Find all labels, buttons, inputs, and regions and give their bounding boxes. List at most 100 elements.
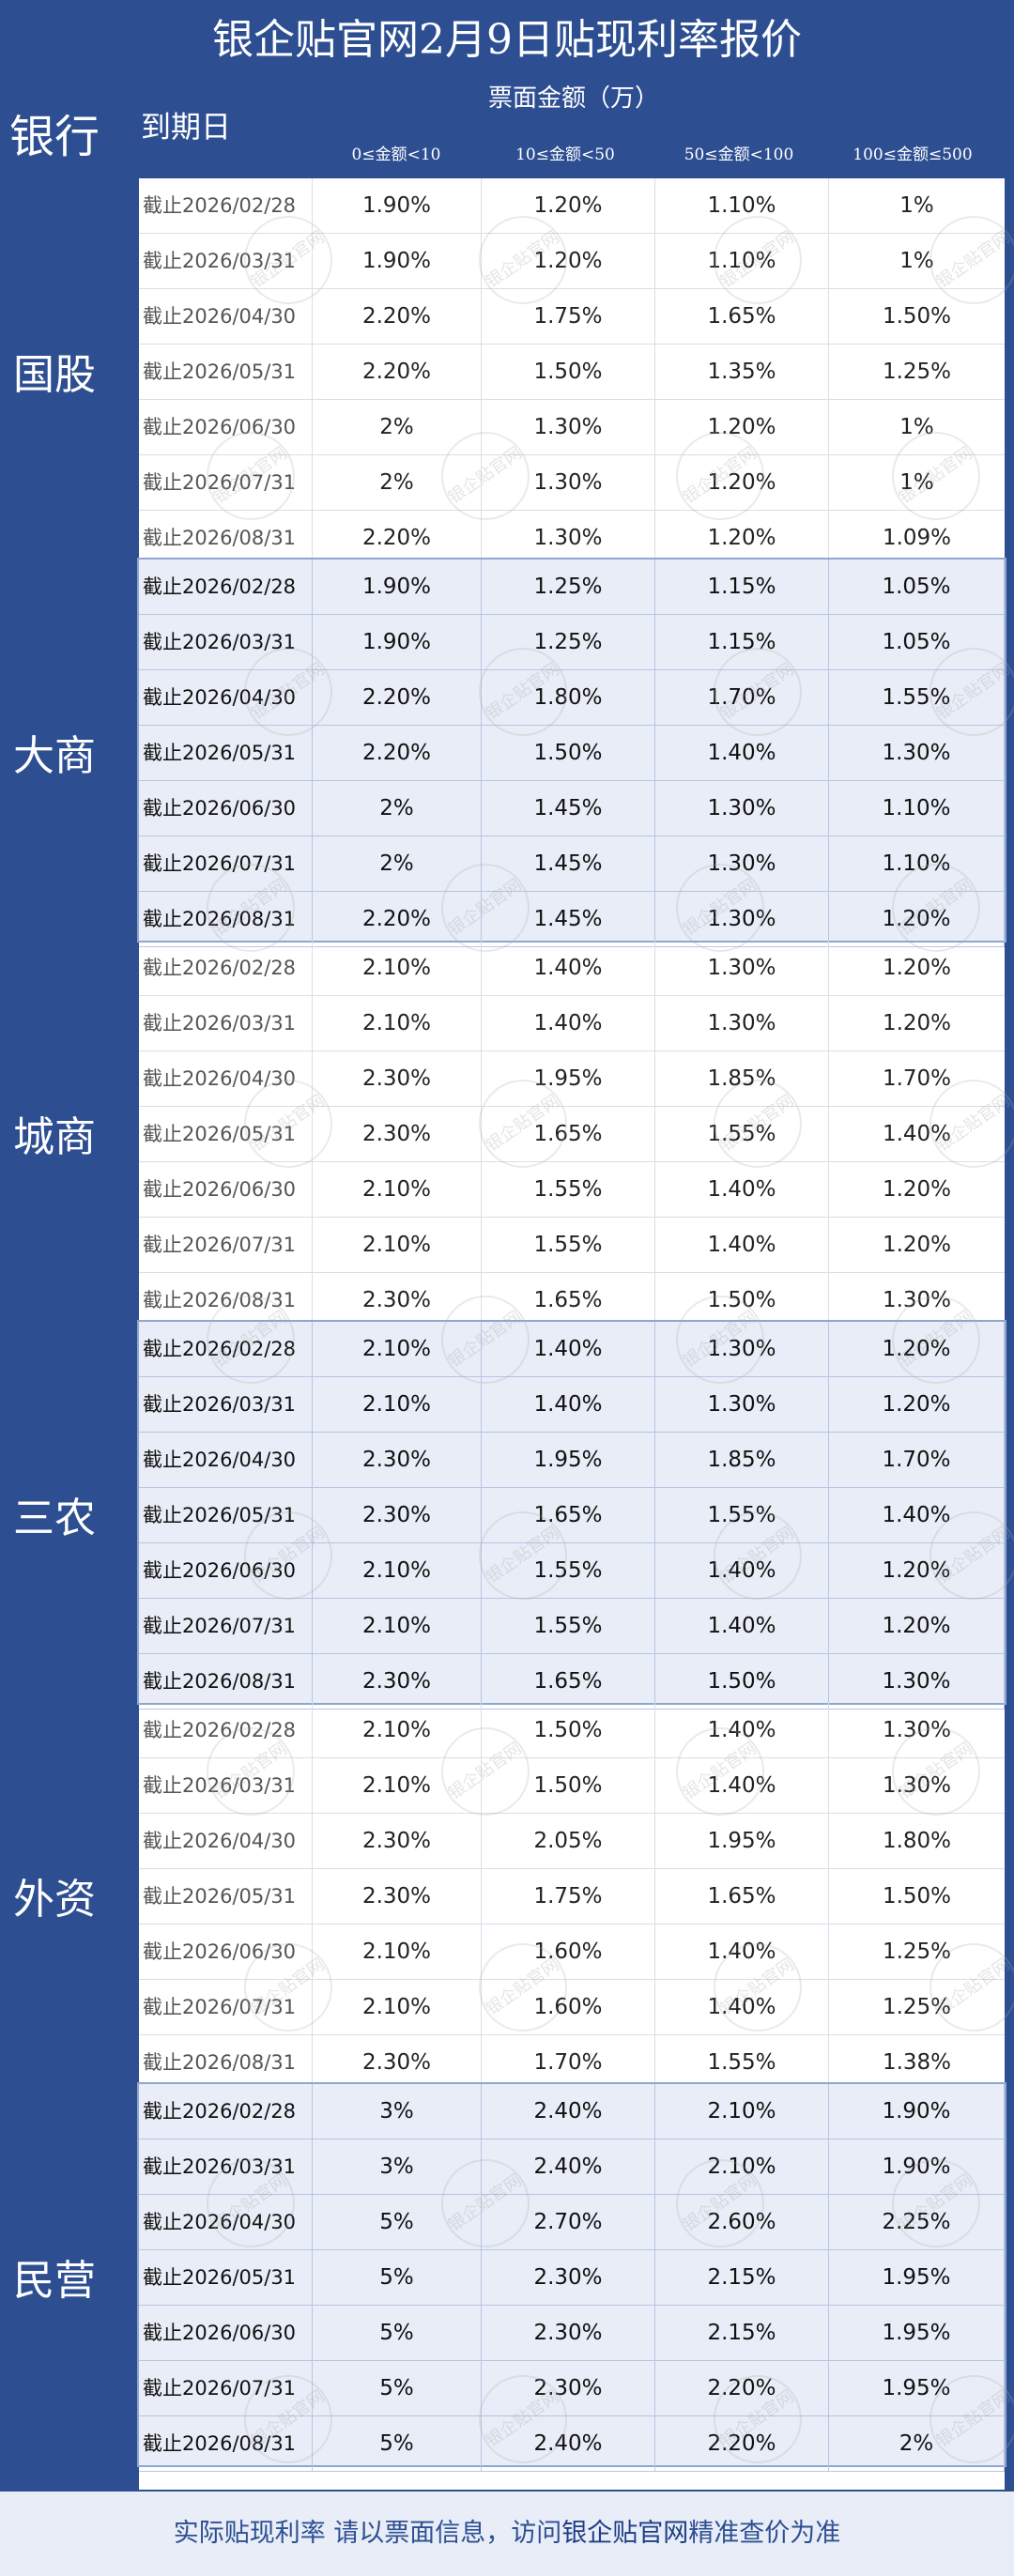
rate-cell: 1.50%	[655, 1654, 829, 1709]
rate-cell: 1.55%	[482, 1599, 655, 1653]
due-date-cell: 截止2026/07/31	[139, 455, 313, 510]
bank-group: 城商 截止2026/02/28 2.10% 1.40% 1.30% 1.20% 截止2026…	[0, 941, 1005, 1328]
rate-cell: 2.10%	[313, 1377, 482, 1432]
footer-suffix: 精准查价为准	[688, 2519, 841, 2548]
rate-cell: 5%	[313, 2195, 482, 2249]
rate-cell: 2.10%	[655, 2084, 829, 2139]
footer-brand-link[interactable]: 银企贴官网	[561, 2519, 689, 2548]
table-row: 截止2026/08/31 2.30% 1.70% 1.55% 1.38%	[139, 2035, 1005, 2091]
due-date-cell: 截止2026/03/31	[139, 1377, 313, 1432]
rate-cell: 1.20%	[655, 400, 829, 454]
due-date-cell: 截止2026/02/28	[139, 1703, 313, 1757]
rate-cell: 2.10%	[655, 2139, 829, 2194]
rate-cell: 1.30%	[655, 1377, 829, 1432]
rate-cell: 2.25%	[829, 2195, 1005, 2249]
due-date-cell: 截止2026/03/31	[139, 234, 313, 288]
table-row: 截止2026/06/30 2% 1.30% 1.20% 1%	[139, 400, 1005, 455]
rate-cell: 2.10%	[313, 941, 482, 995]
rate-cell: 1.05%	[829, 615, 1005, 669]
rate-cell: 1.20%	[829, 1543, 1005, 1598]
rate-cell: 1.90%	[313, 178, 482, 233]
table-row: 截止2026/08/31 2.30% 1.65% 1.50% 1.30%	[139, 1273, 1005, 1328]
table-row: 截止2026/05/31 2.30% 1.75% 1.65% 1.50%	[139, 1869, 1005, 1924]
rate-cell: 1.75%	[482, 289, 655, 344]
rate-cell: 1.30%	[655, 941, 829, 995]
rate-cell: 1.40%	[482, 1322, 655, 1376]
table-row: 截止2026/07/31 2% 1.30% 1.20% 1%	[139, 455, 1005, 511]
table-row: 截止2026/05/31 5% 2.30% 2.15% 1.95%	[139, 2250, 1005, 2306]
rate-cell: 2.30%	[482, 2361, 655, 2415]
table-row: 截止2026/02/28 3% 2.40% 2.10% 1.90%	[139, 2084, 1005, 2139]
due-date-cell: 截止2026/02/28	[139, 941, 313, 995]
table-row: 截止2026/08/31 2.20% 1.45% 1.30% 1.20%	[139, 892, 1005, 947]
rate-cell: 1.40%	[829, 1488, 1005, 1542]
rate-cell: 1.90%	[313, 615, 482, 669]
due-date-cell: 截止2026/06/30	[139, 400, 313, 454]
table-row: 截止2026/06/30 2.10% 1.55% 1.40% 1.20%	[139, 1162, 1005, 1218]
rate-cell: 5%	[313, 2361, 482, 2415]
rate-cell: 1.30%	[829, 1654, 1005, 1709]
due-date-cell: 截止2026/07/31	[139, 1599, 313, 1653]
rate-cell: 2.30%	[313, 2035, 482, 2090]
due-date-column-header: 到期日	[141, 109, 232, 145]
rate-cell: 1.65%	[482, 1488, 655, 1542]
rate-cell: 1.40%	[655, 1703, 829, 1757]
rate-cell: 2.10%	[313, 1924, 482, 1979]
rate-cell: 2.60%	[655, 2195, 829, 2249]
due-date-cell: 截止2026/03/31	[139, 615, 313, 669]
table-row: 截止2026/03/31 2.10% 1.40% 1.30% 1.20%	[139, 996, 1005, 1051]
rate-cell: 1.38%	[882, 2050, 952, 2075]
due-date-cell: 截止2026/05/31	[139, 2250, 313, 2305]
rate-cell: 1.30%	[655, 836, 829, 891]
table-row: 截止2026/07/31 5% 2.30% 2.20% 1.95%	[139, 2361, 1005, 2416]
rate-cell: 2.20%	[655, 2416, 829, 2471]
due-date-cell: 截止2026/08/31	[139, 2416, 313, 2471]
bank-category-label: 城商	[13, 1113, 96, 1161]
due-date-cell: 截止2026/02/28	[139, 2084, 313, 2139]
amount-range-header-1: 0≤金额<10	[351, 146, 441, 164]
table-row: 截止2026/02/28 1.90% 1.25% 1.15% 1.05%	[139, 560, 1005, 615]
rate-cell: 2.20%	[313, 289, 482, 344]
bank-group: 三农 截止2026/02/28 2.10% 1.40% 1.30% 1.20% 截止2026…	[0, 1320, 1006, 1710]
header: 银企贴官网2月9日贴现利率报价 银行 到期日 票面金额（万） 0≤金额<10 1…	[0, 0, 1014, 178]
table-row: 截止2026/04/30 2.20% 1.80% 1.70% 1.55%	[139, 670, 1005, 726]
table-row: 截止2026/07/31 2.10% 1.55% 1.40% 1.20%	[139, 1218, 1005, 1273]
rate-cell: 5%	[313, 2306, 482, 2360]
rate-cell: 1.55%	[829, 670, 1005, 725]
due-date-cell: 截止2026/07/31	[139, 836, 313, 891]
rate-cell: 1.30%	[882, 1288, 952, 1312]
rate-cell: 2.20%	[313, 726, 482, 780]
bank-category-label: 国股	[13, 351, 96, 399]
rate-cell: 1.40%	[655, 1162, 829, 1217]
rate-cell: 2.40%	[482, 2416, 655, 2471]
rate-cell: 1.45%	[482, 781, 655, 836]
rate-cell: 1.40%	[655, 1758, 829, 1813]
due-date-cell: 截止2026/04/30	[139, 1814, 313, 1868]
rate-cell: 1.90%	[829, 2139, 1005, 2194]
rate-cell: 1.65%	[482, 1654, 655, 1709]
due-date-cell: 截止2026/06/30	[139, 2306, 313, 2360]
rate-cell: 1%	[899, 193, 934, 218]
due-date-cell: 截止2026/02/28	[139, 178, 313, 233]
rate-cell: 1.55%	[655, 2035, 829, 2090]
rate-cell: 1.40%	[655, 1924, 829, 1979]
table-row: 截止2026/03/31 1.90% 1.20% 1.10% 1%	[139, 234, 1005, 289]
rate-cell: 1.30%	[482, 400, 655, 454]
rate-cell: 2.30%	[313, 1107, 482, 1161]
rate-cell: 5%	[313, 2250, 482, 2305]
table-row: 截止2026/04/30 5% 2.70% 2.60% 2.25%	[139, 2195, 1005, 2250]
rate-cell: 2.30%	[313, 1654, 482, 1709]
rate-cell: 1.65%	[655, 289, 829, 344]
rate-cell: 1.50%	[482, 345, 655, 399]
due-date-cell: 截止2026/08/31	[139, 1654, 313, 1709]
due-date-cell: 截止2026/07/31	[139, 1218, 313, 1272]
rate-cell: 2.15%	[655, 2250, 829, 2305]
table-row: 截止2026/06/30 2% 1.45% 1.30% 1.10%	[139, 781, 1005, 836]
table-row: 截止2026/05/31 2.30% 1.65% 1.55% 1.40%	[139, 1107, 1005, 1162]
rate-cell: 1.80%	[882, 1829, 952, 1853]
table-row: 截止2026/06/30 5% 2.30% 2.15% 1.95%	[139, 2306, 1005, 2361]
rate-cell: 1.25%	[482, 615, 655, 669]
due-date-cell: 截止2026/04/30	[139, 1051, 313, 1106]
rate-cell: 1.70%	[829, 1433, 1005, 1487]
group-rows: 截止2026/02/28 2.10% 1.40% 1.30% 1.20% 截止2026/0…	[137, 1320, 1006, 1710]
